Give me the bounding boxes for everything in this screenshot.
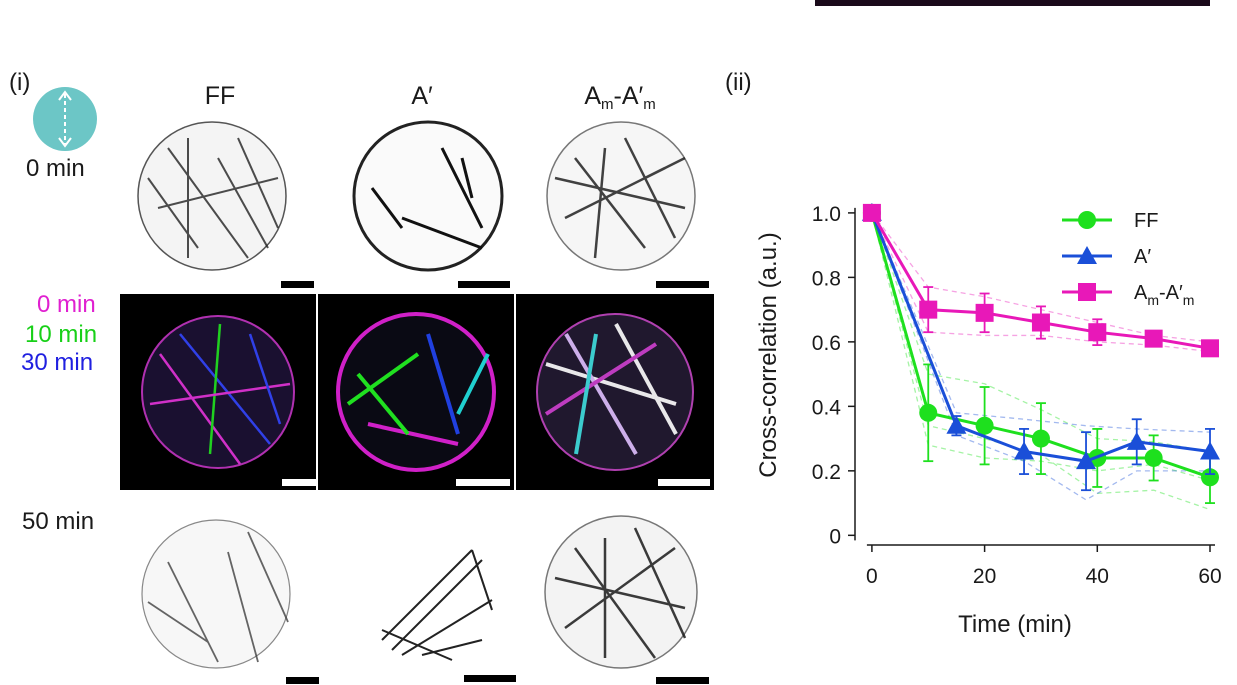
chart-legend: FF A′ Am-A′m (1062, 210, 1194, 308)
row-label-overlay-10: 10 min (25, 321, 98, 348)
chart-axes: 0 0.2 0.4 0.6 0.8 1.0 0 20 40 60 (812, 203, 1222, 588)
legend-marker (1078, 211, 1096, 229)
series-circle (862, 203, 1219, 504)
data-point (1031, 313, 1050, 332)
micrograph-a-prime-0min (352, 120, 504, 272)
data-point (1201, 339, 1219, 358)
column-header-am-a-prime-m: Am-A′m (584, 82, 656, 113)
data-point (1200, 441, 1220, 460)
row-label-top: 0 min (26, 155, 85, 182)
data-point (919, 403, 938, 422)
droplet-compression-icon (33, 87, 97, 151)
y-tick-label: 0.4 (812, 396, 842, 419)
scale-bar (281, 281, 314, 288)
scale-bar (286, 677, 319, 684)
series-triangle (861, 202, 1220, 492)
x-tick-label: 0 (866, 565, 878, 588)
data-point (1014, 441, 1035, 460)
data-point (1144, 329, 1163, 348)
series-group (861, 202, 1220, 504)
row-label-bottom: 50 min (22, 508, 95, 535)
data-point (975, 416, 994, 435)
overlay-ff (120, 294, 316, 490)
column-header-a-prime: A′ (411, 82, 433, 110)
row-label-overlay-30: 30 min (21, 349, 94, 376)
scale-bar (656, 281, 709, 288)
row-label-overlay-0: 0 min (37, 291, 96, 318)
individual-trace (871, 212, 1211, 433)
micrograph-am-a-prime-m-50min (544, 515, 698, 669)
previous-panel-fragment (815, 0, 1210, 6)
data-point (975, 303, 994, 322)
series-line (870, 212, 1211, 463)
individual-trace (871, 212, 1210, 501)
x-axis-label: Time (min) (958, 611, 1072, 638)
data-point (1144, 448, 1163, 467)
panel-i-label: (i) (9, 69, 31, 96)
y-axis-label: Cross-correlation (a.u.) (755, 232, 782, 477)
data-point (1088, 323, 1107, 342)
scale-bar (464, 675, 516, 682)
panel-ii-label: (ii) (725, 69, 752, 96)
scale-bar (456, 479, 510, 486)
legend-marker (1078, 283, 1096, 301)
cross-correlation-chart: 0 0.2 0.4 0.6 0.8 1.0 0 20 40 60 FF A′ Am-A′m Cross… (755, 202, 1222, 638)
legend-label: FF (1134, 210, 1158, 232)
data-point (946, 415, 967, 434)
micrograph-am-a-prime-m-0min (546, 121, 696, 271)
data-point (1076, 451, 1097, 470)
scale-bar (658, 479, 710, 486)
y-tick-label: 0.8 (812, 267, 841, 290)
data-point (1031, 429, 1050, 448)
data-point (1201, 468, 1219, 487)
column-header-ff: FF (204, 82, 236, 110)
data-point (862, 203, 881, 222)
x-tick-label: 60 (1198, 565, 1221, 588)
data-point (1126, 431, 1147, 450)
x-tick-label: 20 (973, 565, 996, 588)
overlay-a-prime (318, 294, 514, 490)
scale-bar (656, 677, 709, 684)
scale-bar (458, 281, 510, 288)
scale-bar (282, 479, 316, 486)
micrograph-ff-50min (141, 519, 291, 669)
y-tick-label: 1.0 (812, 203, 841, 226)
x-tick-label: 40 (1086, 565, 1109, 588)
legend-label: Am-A′m (1134, 282, 1194, 308)
overlay-am-a-prime-m (516, 294, 714, 490)
micrograph-a-prime-50min (381, 549, 493, 661)
micrograph-ff-0min (137, 121, 287, 271)
data-point (919, 300, 938, 319)
y-tick-label: 0.2 (812, 461, 841, 484)
y-tick-label: 0.6 (812, 332, 841, 355)
legend-marker (1077, 246, 1097, 264)
y-tick-label: 0 (829, 525, 841, 548)
series-square (862, 203, 1219, 358)
legend-label: A′ (1134, 246, 1151, 268)
